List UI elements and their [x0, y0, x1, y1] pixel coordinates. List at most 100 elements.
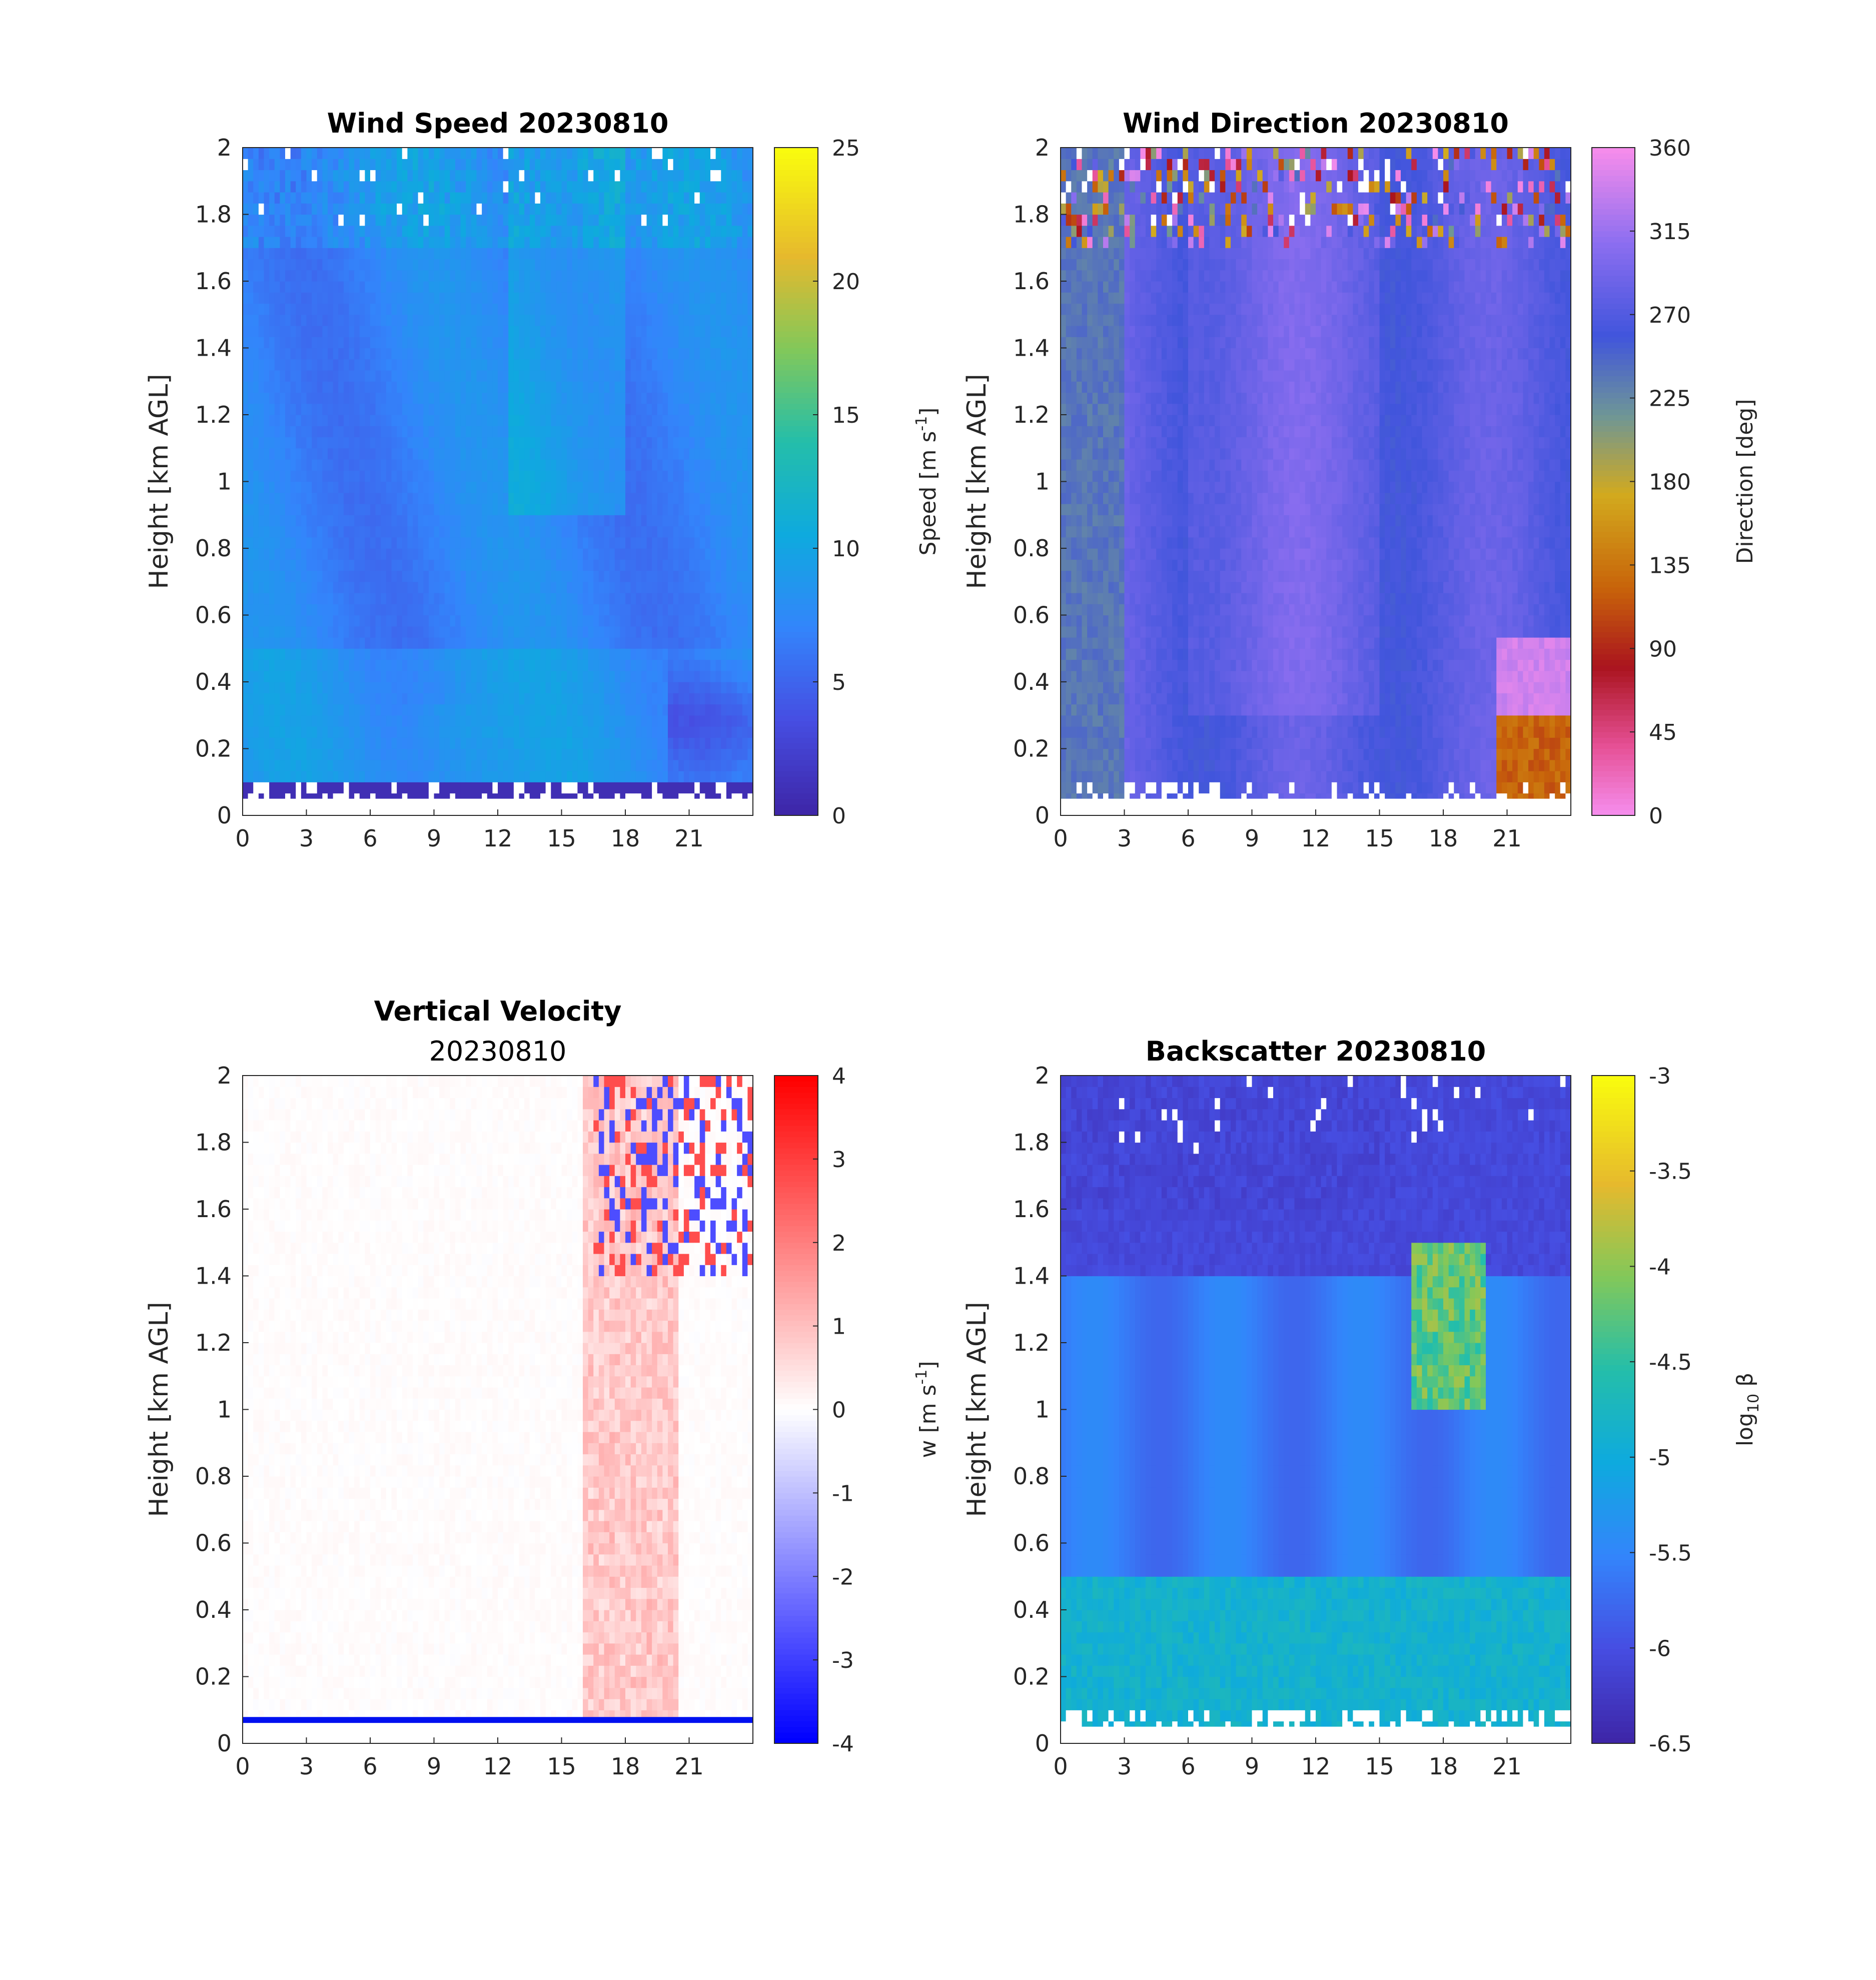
heatmap-cell	[556, 415, 562, 426]
heatmap-cell	[354, 459, 360, 471]
heatmap-cell	[482, 726, 488, 738]
heatmap-cell	[466, 326, 472, 337]
heatmap-cell	[598, 337, 605, 349]
heatmap-cell	[349, 726, 355, 738]
heatmap-cell	[630, 626, 636, 638]
heatmap-cell	[577, 481, 583, 493]
heatmap-cell	[630, 415, 636, 426]
heatmap-cell	[551, 748, 557, 760]
heatmap-cell	[508, 225, 514, 237]
heatmap-cell	[301, 659, 307, 671]
heatmap-cell	[317, 771, 323, 782]
heatmap-cell	[572, 248, 578, 260]
heatmap-cell	[668, 403, 674, 415]
heatmap-cell	[471, 682, 477, 693]
heatmap-cell	[492, 181, 498, 193]
heatmap-cell	[418, 459, 424, 471]
heatmap-cell	[508, 392, 514, 404]
heatmap-cell	[418, 403, 424, 415]
heatmap-cell	[513, 426, 520, 438]
heatmap-cell	[312, 581, 318, 593]
heatmap-cell	[662, 225, 668, 237]
heatmap-cell	[561, 593, 567, 604]
heatmap-cell	[657, 148, 663, 159]
heatmap-cell	[646, 604, 652, 616]
heatmap-cell	[572, 281, 578, 293]
heatmap-cell	[280, 403, 286, 415]
heatmap-cell	[301, 237, 307, 248]
heatmap-cell	[407, 581, 413, 593]
heatmap-cell	[407, 259, 413, 271]
heatmap-cell	[476, 214, 482, 226]
heatmap-cell	[312, 437, 318, 449]
heatmap-cell	[476, 782, 482, 794]
heatmap-cell	[598, 682, 605, 693]
heatmap-cell	[540, 715, 546, 727]
heatmap-cell	[519, 170, 525, 182]
heatmap-cell	[620, 403, 626, 415]
heatmap-cell	[673, 237, 679, 248]
heatmap-cell	[375, 581, 381, 593]
heatmap-cell	[567, 248, 573, 260]
heatmap-cell	[258, 370, 265, 382]
heatmap-cell	[285, 782, 291, 794]
heatmap-cell	[641, 270, 647, 282]
heatmap-cell	[423, 426, 429, 438]
heatmap-cell	[365, 782, 371, 794]
heatmap-cell	[333, 526, 339, 538]
heatmap-cell	[678, 248, 684, 260]
heatmap-cell	[583, 303, 589, 315]
heatmap-cell	[625, 604, 631, 616]
heatmap-cell	[274, 670, 280, 682]
heatmap-cell	[450, 559, 456, 571]
heatmap-cell	[668, 726, 674, 738]
heatmap-cell	[391, 292, 397, 304]
heatmap-cell	[487, 581, 493, 593]
heatmap-cell	[312, 659, 318, 671]
heatmap-cell	[524, 459, 530, 471]
heatmap-cell	[428, 470, 435, 482]
heatmap-cell	[328, 693, 334, 705]
heatmap-cell	[519, 593, 525, 604]
heatmap-cell	[359, 504, 365, 515]
heatmap-cell	[535, 159, 541, 171]
heatmap-cell	[577, 581, 583, 593]
heatmap-cell	[258, 170, 265, 182]
heatmap-cell	[482, 670, 488, 682]
heatmap-cell	[375, 481, 381, 493]
heatmap-cell	[264, 759, 270, 771]
heatmap-cell	[513, 682, 520, 693]
heatmap-cell	[583, 771, 589, 782]
heatmap-cell	[614, 726, 620, 738]
heatmap-cell	[498, 715, 504, 727]
heatmap-cell	[338, 481, 344, 493]
heatmap-cell	[370, 737, 376, 749]
heatmap-cell	[317, 381, 323, 393]
heatmap-cell	[583, 203, 589, 215]
heatmap-cell	[375, 670, 381, 682]
heatmap-cell	[625, 481, 631, 493]
heatmap-cell	[588, 726, 594, 738]
heatmap-cell	[673, 782, 679, 794]
heatmap-cell	[248, 348, 254, 360]
heatmap-cell	[248, 259, 254, 271]
heatmap-cell	[317, 426, 323, 438]
heatmap-cell	[285, 203, 291, 215]
heatmap-cell	[301, 593, 307, 604]
heatmap-cell	[471, 659, 477, 671]
heatmap-cell	[668, 626, 674, 638]
heatmap-cell	[476, 504, 482, 515]
heatmap-cell	[301, 214, 307, 226]
heatmap-cell	[322, 281, 328, 293]
heatmap-cell	[258, 759, 265, 771]
heatmap-cell	[556, 392, 562, 404]
heatmap-cell	[466, 415, 472, 426]
heatmap-cell	[349, 314, 355, 326]
heatmap-cell	[274, 526, 280, 538]
heatmap-cell	[328, 637, 334, 649]
heatmap-cell	[513, 670, 520, 682]
heatmap-cell	[678, 748, 684, 760]
heatmap-cell	[551, 593, 557, 604]
heatmap-cell	[243, 225, 249, 237]
heatmap-cell	[418, 314, 424, 326]
